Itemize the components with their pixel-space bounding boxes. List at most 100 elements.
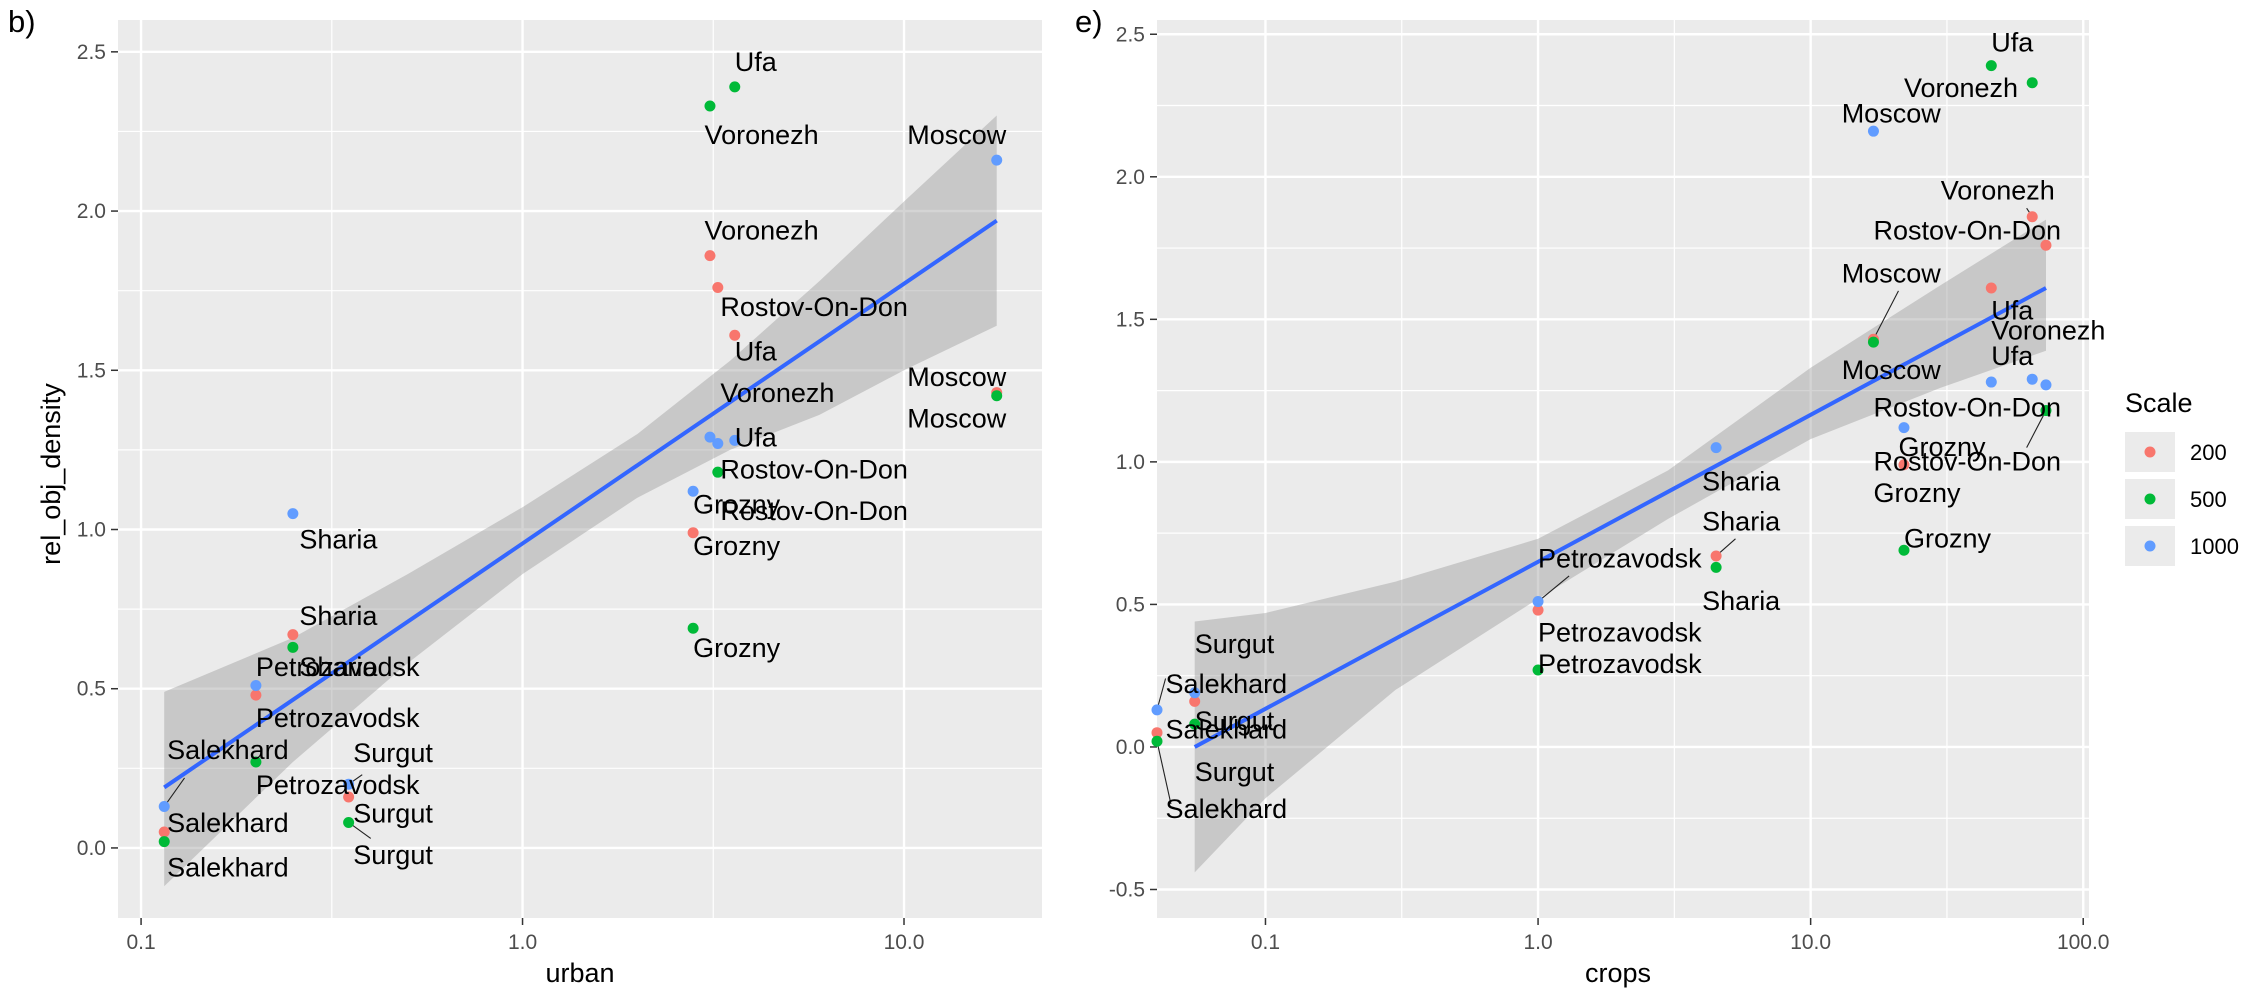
y-tick-label: 1.0 xyxy=(77,519,106,542)
legend-title: Scale xyxy=(2125,388,2193,418)
data-point-500 xyxy=(729,81,741,93)
point-label: Moscow xyxy=(1842,258,1942,288)
point-label: Grozny xyxy=(693,531,781,561)
legend-key-500 xyxy=(2144,493,2156,505)
point-label: Moscow xyxy=(907,362,1007,392)
label-leader-line xyxy=(1872,290,1899,340)
y-tick-label: 0.0 xyxy=(77,837,106,860)
point-label: Grozny xyxy=(1898,432,1986,462)
y-tick-label: 2.0 xyxy=(1116,166,1145,189)
data-point-200 xyxy=(687,527,699,539)
data-point-500 xyxy=(1710,561,1722,573)
data-point-200 xyxy=(250,689,262,701)
y-tick-label: 1.5 xyxy=(1116,308,1145,331)
point-label: Voronezh xyxy=(720,378,834,408)
data-point-200 xyxy=(2026,211,2038,223)
point-label: Surgut xyxy=(1195,757,1275,787)
y-tick-label: 0.5 xyxy=(77,678,106,701)
data-point-1000 xyxy=(704,431,716,443)
data-point-500 xyxy=(704,100,716,112)
data-point-1000 xyxy=(1898,422,1910,434)
y-tick-label: 2.5 xyxy=(77,41,106,64)
x-tick-label: 100.0 xyxy=(2057,931,2110,954)
point-label: Petrozavodsk xyxy=(256,703,420,733)
confidence-band xyxy=(1194,219,2046,873)
data-point-500 xyxy=(250,756,262,768)
x-axis-title-e: crops xyxy=(1585,958,1651,988)
point-label: Moscow xyxy=(1842,355,1942,385)
data-point-200 xyxy=(343,791,355,803)
x-axis-title-b: urban xyxy=(545,958,614,988)
panel-b: 0.1 1.0 10.0 0.0 0.5 1.0 1.5 2.0 2.5 Ufa Voronezh M… xyxy=(77,20,1042,954)
data-point-200 xyxy=(729,329,741,341)
data-point-200 xyxy=(2040,239,2052,251)
data-point-1000 xyxy=(2040,379,2052,391)
point-label: Surgut xyxy=(1195,629,1275,659)
data-point-1000 xyxy=(1151,704,1163,716)
data-point-500 xyxy=(2026,77,2038,89)
point-label: Surgut xyxy=(1195,706,1275,736)
data-point-1000 xyxy=(712,438,724,450)
data-point-1000 xyxy=(287,508,299,520)
data-point-1000 xyxy=(991,154,1003,166)
point-label: Petrozavodsk xyxy=(1538,649,1702,679)
point-label: Moscow xyxy=(1842,99,1942,129)
data-point-200 xyxy=(704,250,716,262)
point-label: Ufa xyxy=(735,47,778,77)
panel-label-b: b) xyxy=(8,4,36,39)
point-label: Rostov-On-Don xyxy=(720,496,908,526)
label-leader-line xyxy=(1537,575,1570,602)
confidence-band xyxy=(164,115,997,887)
data-point-500 xyxy=(2040,405,2052,417)
data-point-500 xyxy=(687,622,699,634)
point-label: Surgut xyxy=(353,840,433,870)
point-label: Voronezh xyxy=(1991,315,2105,345)
data-point-1000 xyxy=(1867,125,1879,137)
point-label: Petrozavodsk xyxy=(1538,617,1702,647)
data-point-1000 xyxy=(687,485,699,497)
point-label: Rostov-On-Don xyxy=(720,292,908,322)
legend-label-1000: 1000 xyxy=(2190,534,2239,559)
trend-line xyxy=(1193,286,2047,749)
y-axis-title-b: rel_obj_density xyxy=(36,383,66,565)
point-label: Sharia xyxy=(299,525,378,555)
data-point-1000 xyxy=(343,778,355,790)
data-point-1000 xyxy=(1532,596,1544,608)
data-point-1000 xyxy=(729,434,741,446)
point-label: Salekhard xyxy=(167,735,289,765)
x-tick-label: 0.1 xyxy=(1251,931,1280,954)
point-label: Grozny xyxy=(693,633,781,663)
point-label: Sharia xyxy=(1702,506,1781,536)
x-tick-label: 10.0 xyxy=(1790,931,1831,954)
data-point-200 xyxy=(1189,695,1201,707)
label-leader-line xyxy=(1156,741,1172,805)
data-point-500 xyxy=(1189,718,1201,730)
data-point-200 xyxy=(1532,604,1544,616)
point-label: Ufa xyxy=(1991,295,2034,325)
point-label: Grozny xyxy=(693,490,781,520)
y-tick-label: 1.0 xyxy=(1116,451,1145,474)
point-label: Sharia xyxy=(299,652,378,682)
x-tick-label: 1.0 xyxy=(508,931,537,954)
data-point-500 xyxy=(712,466,724,478)
trend-line xyxy=(163,218,998,790)
y-tick-label: 0.0 xyxy=(1116,736,1145,759)
point-label: Salekhard xyxy=(167,853,289,883)
data-point-200 xyxy=(712,281,724,293)
point-label: Salekhard xyxy=(167,808,289,838)
data-point-1000 xyxy=(158,801,170,813)
point-label: Petrozavodsk xyxy=(1538,543,1702,573)
label-leader-line xyxy=(2026,410,2047,448)
legend-key-1000 xyxy=(2144,540,2156,552)
y-tick-label: 0.5 xyxy=(1116,593,1145,616)
point-label: Sharia xyxy=(299,601,378,631)
data-point-500 xyxy=(343,816,355,828)
legend: Scale 200 500 1000 xyxy=(2125,388,2239,566)
point-label: Petrozavodsk xyxy=(256,652,420,682)
y-tick-label: -0.5 xyxy=(1109,878,1145,901)
legend-label-200: 200 xyxy=(2190,440,2227,465)
data-point-1000 xyxy=(1189,687,1201,699)
x-tick-label: 1.0 xyxy=(1523,931,1552,954)
y-tick-label: 2.0 xyxy=(77,200,106,223)
